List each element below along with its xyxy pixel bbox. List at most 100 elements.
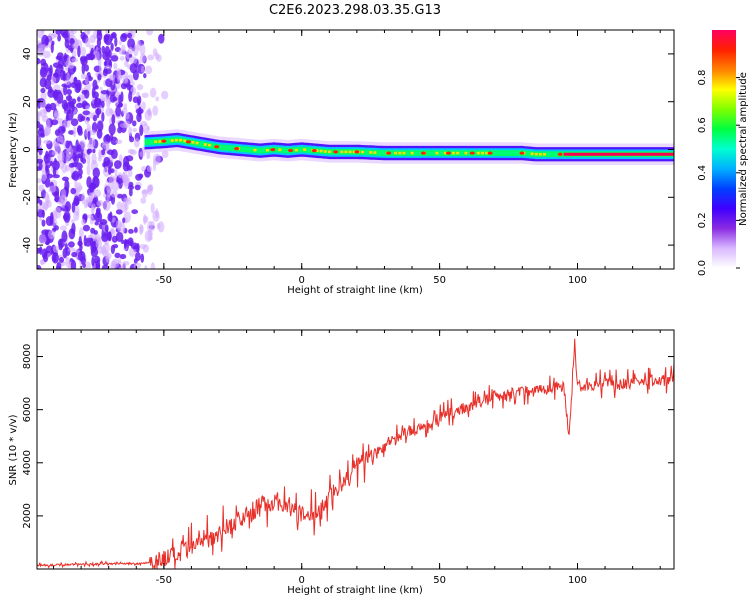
spectrogram-noise-point — [91, 256, 95, 267]
spectrogram-noise-point — [117, 126, 123, 134]
spectrogram-noise-point — [61, 162, 68, 174]
spectrogram-y-tick-label: -40 — [22, 237, 33, 253]
spectrogram-noise-point — [131, 209, 139, 215]
ridge-core-segment — [183, 139, 187, 143]
spectrogram-panel: -50 0 50 100 -40 -20 0 20 40 Height of straight… — [8, 29, 675, 296]
ridge-core-segment — [555, 152, 559, 156]
spectrogram-noise-point — [68, 30, 74, 38]
spectrogram-noise-point — [100, 245, 107, 255]
spectrogram-noise-point — [156, 54, 162, 62]
ridge-core-segment — [340, 150, 344, 154]
spectrogram-noise-point — [143, 214, 147, 225]
spectrogram-noise-point — [72, 42, 79, 50]
spectrogram-noise-point — [110, 42, 114, 51]
spectrogram-noise-point — [128, 90, 133, 103]
spectrogram-noise-point — [80, 31, 86, 40]
ridge-core-segment — [439, 151, 443, 155]
spectrogram-noise-point — [66, 72, 70, 81]
spectrogram-noise-point — [61, 140, 67, 146]
spectrogram-noise-point — [49, 64, 53, 77]
spectrogram-noise-point — [77, 125, 83, 134]
spectrogram-noise-point — [76, 102, 84, 109]
spectrogram-noise-point — [66, 146, 74, 159]
colorbar-tick-label: 0.2 — [697, 212, 708, 228]
spectrogram-noise-point — [39, 108, 47, 118]
spectrogram-noise-point — [139, 43, 146, 56]
spectrogram-noise-point — [91, 203, 96, 211]
spectrogram-noise-point — [90, 246, 99, 258]
spectrogram-noise-point — [41, 209, 45, 219]
ridge-core-segment — [220, 145, 224, 149]
spectrogram-noise-point — [80, 73, 87, 80]
spectrogram-noise-point — [73, 77, 78, 82]
spectrogram-noise-point — [134, 226, 138, 233]
spectrogram-noise-point — [93, 97, 102, 108]
spectrogram-noise-point — [47, 88, 55, 98]
spectrogram-noise-point — [82, 110, 91, 116]
spectrogram-x-tick-label: 0 — [299, 275, 305, 286]
ridge-inner — [144, 137, 674, 158]
spectrogram-noise-point — [60, 199, 66, 209]
spectrogram-noise-point — [133, 258, 138, 264]
spectrogram-noise-point — [61, 31, 69, 39]
spectrogram-noise-point — [86, 164, 91, 176]
spectrogram-noise-point — [77, 45, 81, 58]
spectrogram-y-tick-label: 20 — [22, 95, 33, 108]
spectrogram-noise-point — [123, 120, 131, 129]
ridge-core-segment — [166, 139, 170, 143]
colorbar-tick-label: 0.8 — [697, 70, 708, 86]
spectrogram-noise-point — [95, 108, 102, 115]
spectrogram-noise-point — [124, 216, 128, 224]
spectrogram-noise-point — [54, 68, 58, 78]
spectrogram-noise-point — [44, 191, 49, 203]
spectrogram-noise-point — [81, 62, 86, 75]
colorbar-tick-label: 0.6 — [697, 117, 708, 133]
spectrogram-noise-point — [44, 37, 49, 46]
spectrogram-noise-point — [51, 252, 59, 264]
spectrogram-noise-point — [139, 244, 147, 250]
spectrogram-noise-point — [102, 199, 111, 212]
spectrogram-noise-point — [101, 111, 105, 123]
spectrogram-noise-point — [77, 96, 81, 102]
spectrogram-noise-point — [146, 126, 151, 131]
spectrogram-noise-point — [128, 188, 133, 197]
spectrogram-noise-point — [98, 149, 102, 159]
spectrogram-x-ticks: -50 0 50 100 — [53, 30, 661, 286]
ridge-core-segment — [327, 150, 331, 154]
spectrogram-noise-point — [76, 144, 82, 153]
spectrogram-noise-point — [133, 138, 140, 148]
spectrogram-noise-point — [111, 181, 120, 192]
ridge-core-segment — [199, 142, 203, 146]
spectrogram-noise-point — [126, 32, 133, 39]
spectrogram-noise-point — [39, 199, 43, 206]
ridge-core-segment — [150, 140, 154, 144]
spectrogram-noise-point — [111, 258, 120, 268]
spectrogram-noise-point — [144, 230, 153, 243]
ridge-peak — [557, 152, 563, 156]
spectrogram-noise-point — [78, 227, 84, 239]
spectrogram-noise-point — [45, 103, 52, 113]
spectrogram-noise-point — [37, 30, 44, 39]
ridge-core-segment — [253, 148, 257, 152]
spectrogram-noise-point — [40, 58, 47, 67]
spectrogram-noise-point — [70, 118, 79, 127]
spectrogram-noise-point — [81, 218, 86, 226]
spectrogram-noise-point — [96, 120, 104, 132]
spectrogram-noise-point — [96, 199, 104, 207]
spectrogram-noise-point — [141, 101, 146, 111]
ridge-core-segment — [195, 141, 199, 145]
spectrogram-noise-point — [61, 189, 67, 198]
spectrogram-noise-point — [54, 191, 60, 203]
spectrogram-noise-point — [84, 75, 89, 85]
ridge-core-segment — [480, 151, 484, 155]
spectrogram-noise-point — [88, 192, 94, 201]
spectrogram-noise-point — [116, 69, 121, 81]
spectrogram-noise-point — [70, 187, 77, 195]
spectrogram-noise-point — [98, 65, 102, 76]
ridge-core-segment — [493, 151, 497, 155]
ridge-core-segment — [154, 140, 158, 144]
ridge-peak — [214, 145, 220, 149]
spectrogram-noise-point — [84, 64, 89, 72]
ridge-core-segment — [294, 148, 298, 152]
snr-x-tick-label: 50 — [433, 575, 446, 586]
